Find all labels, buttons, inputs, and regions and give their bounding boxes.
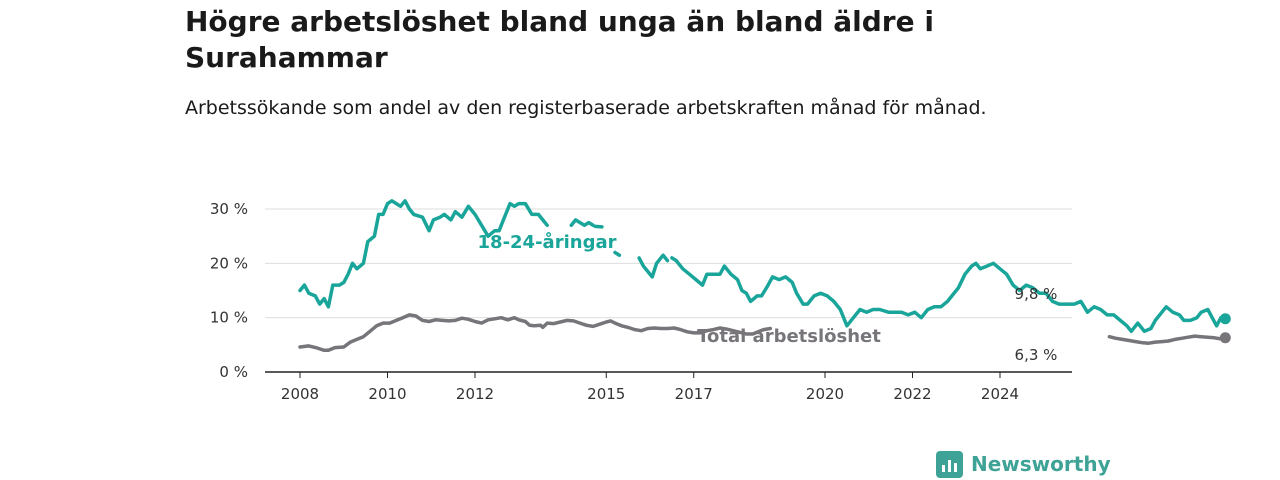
series-end-label: 9,8 % [1015,285,1058,303]
x-tick-label: 2008 [281,385,319,403]
line-chart: 0 % 10 % 20 % 30 % 2008 2010 2012 2015 2017 2020… [210,199,1231,403]
x-axis: 2008 2010 2012 2015 2017 2020 2022 2024 [265,371,1072,403]
x-tick-label: 2015 [587,385,625,403]
series-line [670,256,1228,334]
series-name-label: Total arbetslöshet [697,326,881,347]
chart-title: Högre arbetslöshet bland unga än bland ä… [185,5,934,74]
x-tick-label: 2012 [456,385,494,403]
series-line [569,218,595,228]
series-labels: 9,8 % 6,3 % 18-24-åringar Total arbetslöshe… [478,231,1058,364]
series-end-marker [1219,332,1231,344]
y-tick-label: 10 % [210,309,248,327]
x-tick-label: 2010 [368,385,406,403]
grid-lines [265,208,1072,319]
y-tick-label: 0 % [219,363,248,381]
series-lines [298,199,1231,353]
series-line [593,224,604,229]
x-tick-label: 2017 [675,385,713,403]
x-tick-label: 2020 [806,385,844,403]
chart-subtitle: Arbetssökande som andel av den registerb… [185,97,987,119]
series-end-label: 6,3 % [1015,346,1058,364]
brand-name: Newsworthy [971,452,1111,476]
x-tick-label: 2022 [893,385,931,403]
series-line [1107,334,1228,345]
newsworthy-logo: Newsworthy [936,449,1111,479]
y-axis-ticks: 0 % 10 % 20 % 30 % [210,200,248,381]
y-tick-label: 30 % [210,200,248,218]
x-tick-label: 2024 [981,385,1019,403]
series-name-label: 18-24-åringar [478,231,617,253]
series-end-marker [1219,313,1231,325]
series-line [298,313,773,353]
newsworthy-bar-chart-icon [936,450,963,478]
series-line [298,199,549,309]
series-line [613,250,622,257]
series-line [637,253,670,279]
y-tick-label: 20 % [210,254,248,272]
